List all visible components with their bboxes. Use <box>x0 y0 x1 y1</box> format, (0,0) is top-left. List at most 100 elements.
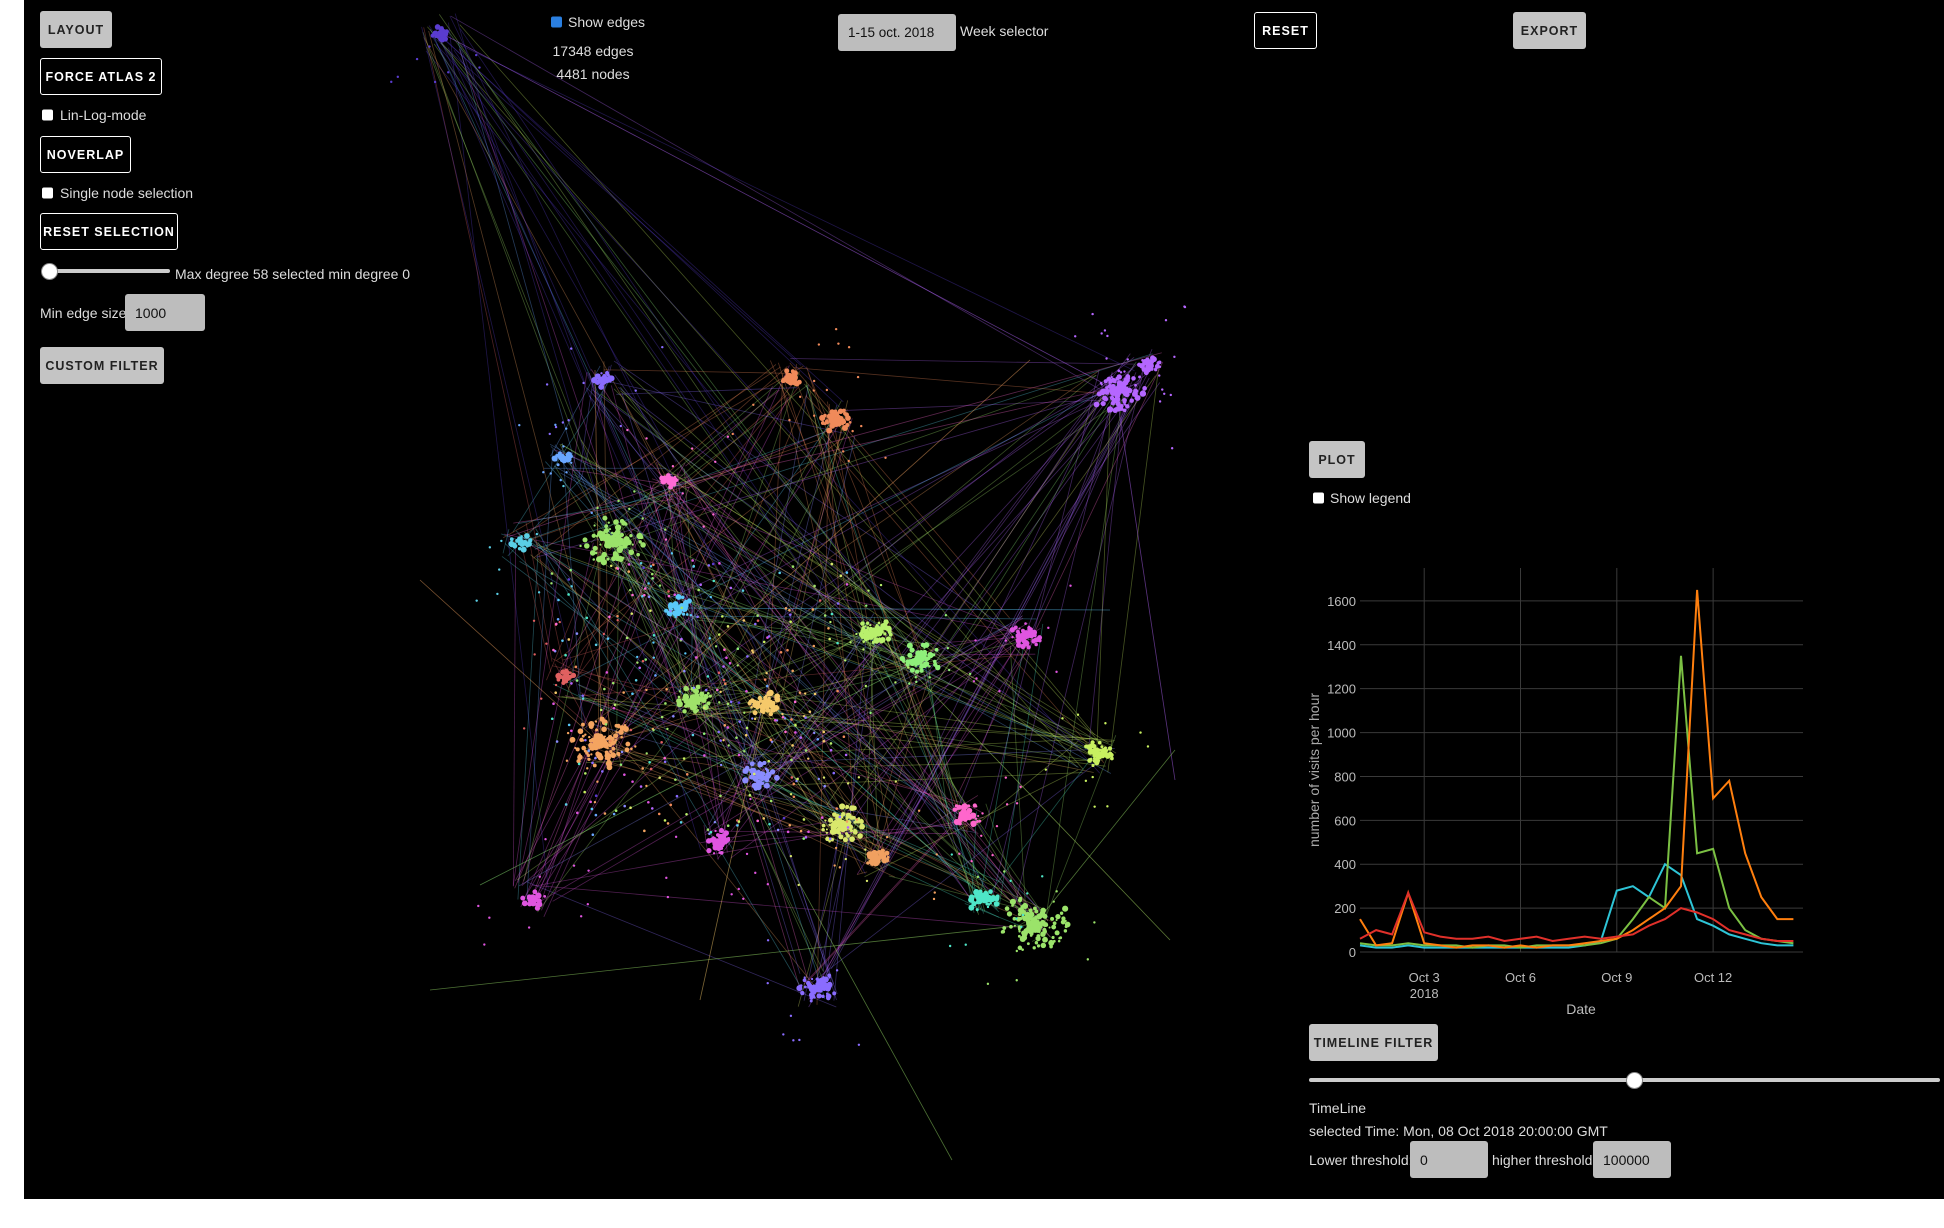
node <box>675 605 679 609</box>
node <box>784 374 790 381</box>
node <box>1119 371 1123 374</box>
reset-button[interactable]: RESET <box>1254 12 1317 49</box>
node <box>767 759 771 763</box>
node <box>813 584 816 588</box>
node <box>837 408 844 415</box>
node <box>623 804 626 808</box>
timeline-slider[interactable] <box>1309 1078 1940 1082</box>
node <box>1030 627 1033 630</box>
node <box>703 706 706 710</box>
node <box>858 631 864 637</box>
node <box>886 855 890 859</box>
edge <box>691 601 1041 930</box>
node <box>821 823 826 828</box>
node <box>752 403 755 406</box>
edge <box>608 698 779 741</box>
degree-slider[interactable] <box>47 269 170 273</box>
node <box>975 908 979 912</box>
min-edge-input[interactable]: 1000 <box>125 294 205 331</box>
node <box>922 649 928 655</box>
node <box>570 740 573 743</box>
edge <box>808 828 951 981</box>
custom-filter-button[interactable]: CUSTOM FILTER <box>40 347 164 384</box>
edge <box>573 666 970 810</box>
node <box>769 738 773 742</box>
layout-button[interactable]: LAYOUT <box>40 11 112 48</box>
edge <box>860 639 1082 750</box>
edge <box>685 389 780 467</box>
edge <box>448 22 549 889</box>
node <box>970 820 977 827</box>
node <box>919 662 923 666</box>
edge <box>864 637 1038 924</box>
higher-threshold-input[interactable]: 100000 <box>1593 1141 1671 1178</box>
node <box>1129 398 1134 403</box>
export-button[interactable]: EXPORT <box>1513 12 1586 49</box>
node <box>1055 890 1058 893</box>
node <box>723 648 726 652</box>
slider-thumb[interactable] <box>1626 1072 1643 1089</box>
node <box>1021 631 1028 637</box>
edge <box>425 50 893 615</box>
edge <box>614 374 990 892</box>
plot-button[interactable]: PLOT <box>1309 441 1365 478</box>
node <box>1064 919 1067 923</box>
node <box>923 642 930 648</box>
edge <box>422 31 674 702</box>
network-graph[interactable] <box>0 0 1944 1199</box>
edge <box>440 32 1117 391</box>
node <box>1164 319 1168 322</box>
node <box>823 422 827 426</box>
node <box>883 632 887 636</box>
node <box>559 478 562 482</box>
node <box>714 460 717 463</box>
node <box>778 571 781 575</box>
node <box>520 895 526 901</box>
node <box>833 832 837 835</box>
node <box>584 543 590 549</box>
node <box>916 653 920 657</box>
edge <box>520 740 594 908</box>
reset-selection-button[interactable]: RESET SELECTION <box>40 213 178 250</box>
node <box>681 595 685 599</box>
force-atlas-button[interactable]: FORCE ATLAS 2 <box>40 58 162 95</box>
edge <box>523 550 602 881</box>
node <box>737 753 741 757</box>
node <box>833 864 836 867</box>
edge <box>556 436 845 662</box>
week-select[interactable]: 1-15 oct. 2018 <box>838 14 956 51</box>
node <box>823 784 827 788</box>
edge <box>856 620 982 910</box>
edge <box>892 397 1102 840</box>
edge <box>841 399 1114 411</box>
edge <box>428 25 986 835</box>
edge <box>782 694 1053 940</box>
node <box>605 671 609 674</box>
node <box>587 749 590 753</box>
edge <box>603 691 762 745</box>
node <box>612 812 616 816</box>
edge <box>690 600 693 692</box>
checkbox[interactable] <box>42 187 53 199</box>
node <box>1108 381 1111 384</box>
edge <box>533 419 842 903</box>
lower-threshold-input[interactable]: 0 <box>1410 1141 1488 1178</box>
checkbox-checked[interactable] <box>551 16 562 28</box>
noverlap-button[interactable]: NOVERLAP <box>40 136 131 173</box>
node <box>832 991 837 996</box>
node <box>751 717 754 720</box>
edge <box>704 363 1137 834</box>
checkbox[interactable] <box>1313 492 1324 504</box>
node <box>554 683 558 687</box>
node <box>748 768 751 772</box>
checkbox[interactable] <box>42 109 53 121</box>
visits-chart: number of visits per hour Date 0 200 400 60… <box>1306 568 1803 1017</box>
node <box>1093 805 1096 808</box>
node <box>570 461 573 464</box>
timeline-filter-button[interactable]: TIMELINE FILTER <box>1309 1024 1438 1061</box>
node <box>782 1033 785 1036</box>
slider-thumb[interactable] <box>41 263 58 280</box>
node <box>1021 638 1027 644</box>
node <box>971 901 977 907</box>
node <box>797 883 800 887</box>
